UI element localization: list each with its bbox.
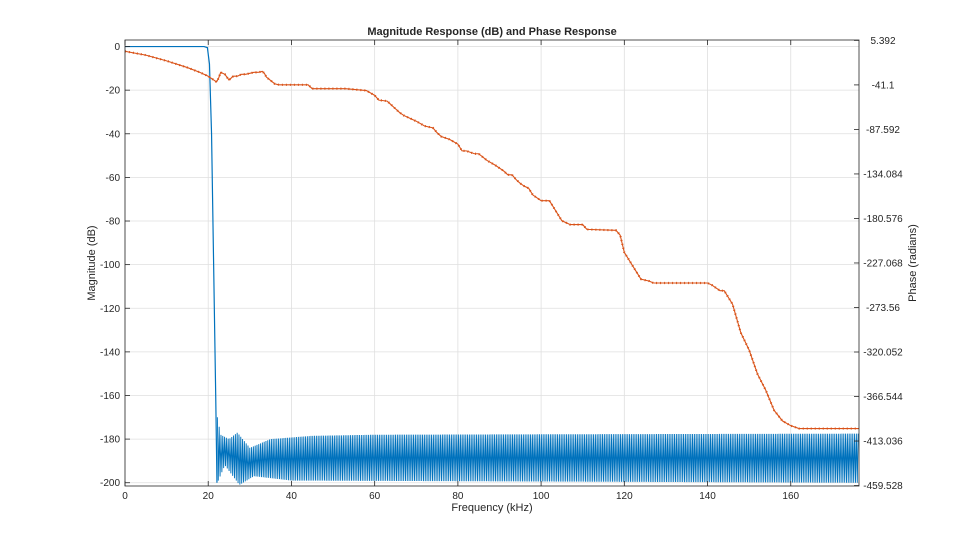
y-left-tick-label: -80	[106, 217, 121, 228]
y-left-tick-label: -120	[100, 304, 120, 315]
y-right-axis-label: Phase (radians)	[907, 224, 919, 302]
y-right-tick-label: -320.052	[863, 348, 903, 359]
y-right-tick-label: 5.392	[870, 36, 895, 47]
x-tick-label: 80	[452, 491, 464, 502]
magnitude-stopband-line	[216, 417, 859, 485]
y-right-tick-label: -366.544	[863, 392, 903, 403]
plot-area	[125, 40, 859, 486]
y-left-tick-label: -100	[100, 260, 120, 271]
y-left-tick-label: -60	[106, 173, 121, 184]
x-axis-label: Frequency (kHz)	[451, 502, 532, 514]
y-left-tick-label: -140	[100, 347, 120, 358]
x-tick-label: 100	[533, 491, 550, 502]
x-tick-label: 60	[369, 491, 381, 502]
x-tick-label: 0	[122, 491, 128, 502]
y-right-tick-label: -180.576	[863, 214, 903, 225]
y-right-tick-label: -273.56	[866, 303, 900, 314]
y-left-tick-label: -200	[100, 478, 120, 489]
y-left-axis-label: Magnitude (dB)	[86, 225, 98, 300]
y-left-tick-label: 0	[114, 42, 120, 53]
y-right-tick-label: -413.036	[863, 437, 903, 448]
y-right-tick-label: -87.592	[866, 125, 900, 136]
x-tick-label: 20	[203, 491, 215, 502]
x-tick-label: 160	[782, 491, 799, 502]
y-left-tick-label: -180	[100, 435, 120, 446]
y-right-tick-label: -459.528	[863, 481, 903, 492]
y-left-tick-label: -40	[106, 129, 121, 140]
series-layer	[124, 45, 859, 485]
x-tick-label: 40	[286, 491, 298, 502]
x-tick-label: 140	[699, 491, 716, 502]
y-left-tick-label: -20	[106, 86, 121, 97]
y-right-tick-label: -134.084	[863, 169, 903, 180]
y-right-tick-label: -41.1	[872, 80, 895, 91]
chart-title: Magnitude Response (dB) and Phase Respon…	[367, 26, 616, 38]
magnitude-passband-line	[125, 45, 218, 483]
grid-lines	[124, 40, 859, 486]
x-tick-label: 120	[616, 491, 633, 502]
tick-marks-and-labels: 0 20 40 60 80 100 120 140 160 0 -20 -40 -60 -80 -100 -1…	[100, 36, 903, 502]
phase-line-markers	[124, 50, 859, 430]
y-right-tick-label: -227.068	[863, 258, 903, 269]
y-left-tick-label: -160	[100, 391, 120, 402]
